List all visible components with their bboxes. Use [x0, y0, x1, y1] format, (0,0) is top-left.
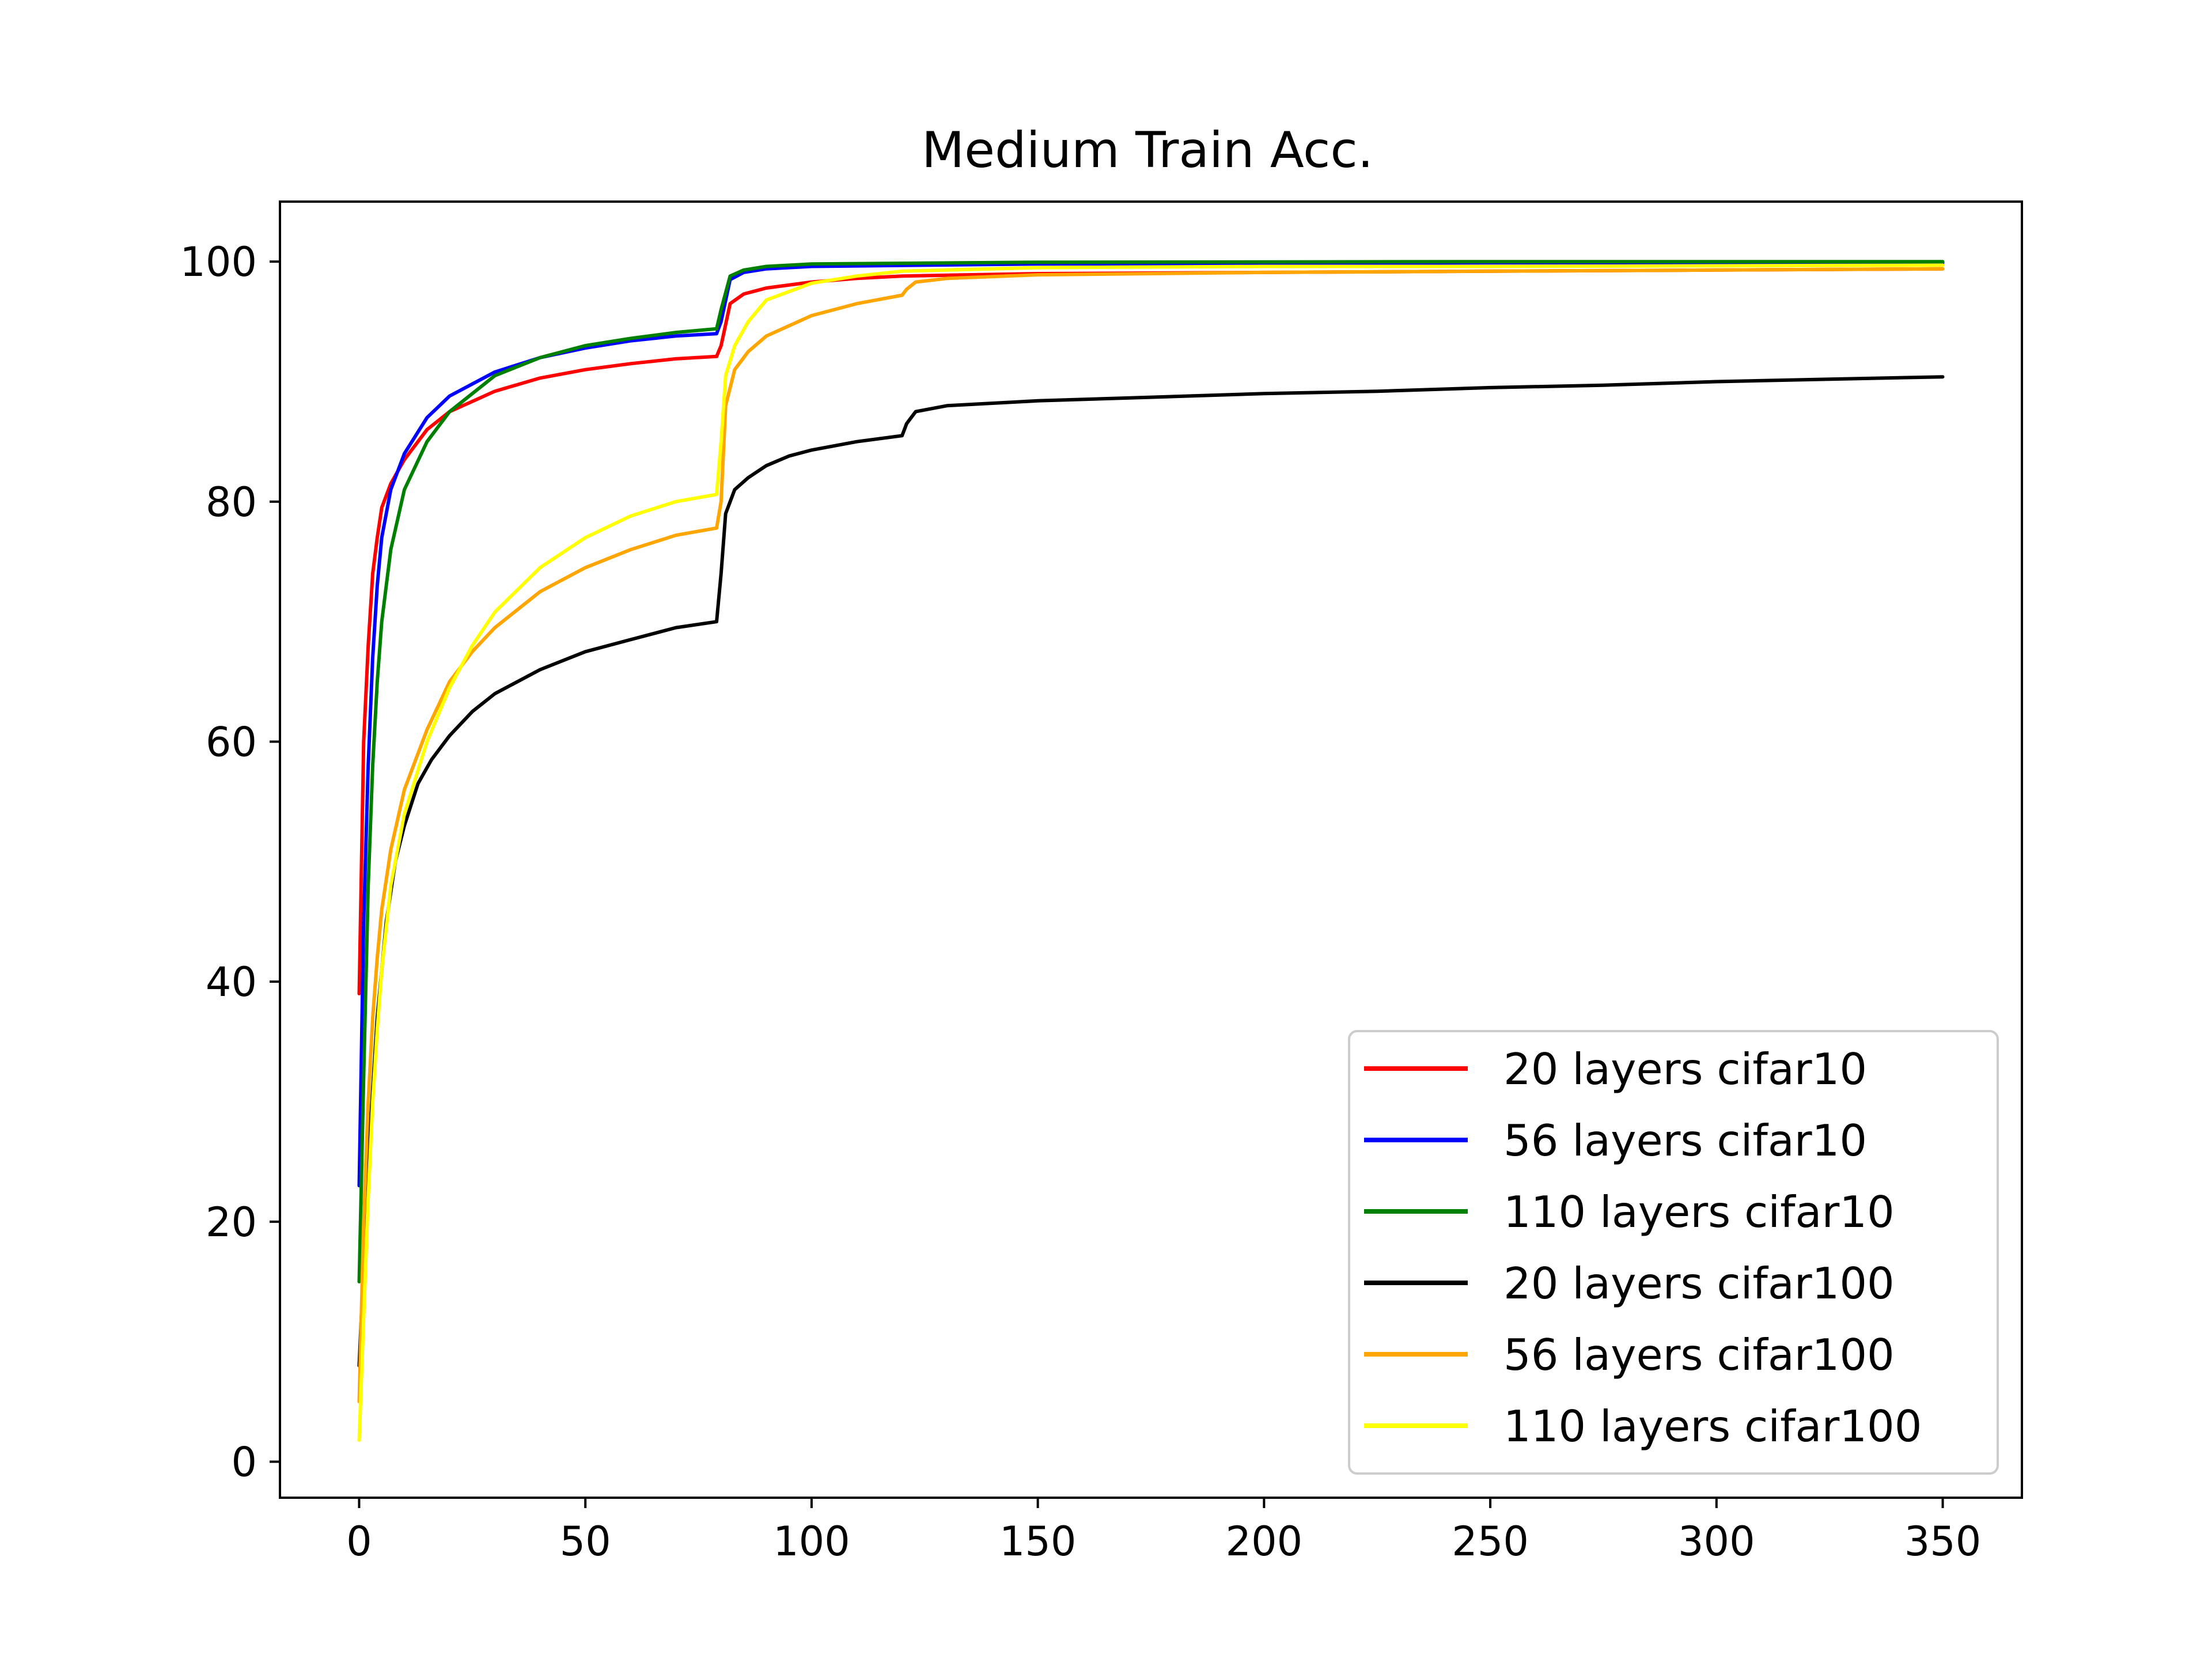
y-tick-label: 20 — [206, 1199, 257, 1246]
x-axis: 0 50 100 150 200 250 300 350 — [346, 1498, 1981, 1565]
legend-label: 20 layers cifar10 — [1503, 1044, 1867, 1094]
y-tick-label: 100 — [180, 238, 257, 286]
y-axis: 0 20 40 60 80 100 — [180, 238, 280, 1486]
series-line-3 — [357, 375, 1945, 1368]
y-tick-label: 80 — [206, 479, 257, 526]
y-tick-label: 60 — [206, 719, 257, 766]
y-tick-label: 0 — [231, 1439, 257, 1486]
x-tick-label: 0 — [346, 1518, 372, 1565]
x-tick-label: 150 — [999, 1518, 1077, 1565]
legend-label: 20 layers cifar100 — [1503, 1258, 1895, 1309]
x-tick-label: 300 — [1678, 1518, 1755, 1565]
legend-label: 56 layers cifar10 — [1503, 1115, 1867, 1166]
series-line-0 — [357, 267, 1945, 995]
x-tick-label: 350 — [1904, 1518, 1982, 1565]
x-tick-label: 100 — [773, 1518, 850, 1565]
x-tick-label: 200 — [1226, 1518, 1303, 1565]
legend-label: 56 layers cifar100 — [1503, 1330, 1895, 1380]
series-line-2 — [357, 260, 1945, 1283]
legend: 20 layers cifar10 56 layers cifar10 110 la… — [1348, 1030, 1999, 1475]
series-line-5 — [357, 263, 1945, 1442]
series-lines — [357, 260, 1945, 1442]
plot-frame — [279, 200, 2023, 1499]
chart-title: Medium Train Acc. — [922, 122, 1373, 179]
x-tick-label: 50 — [560, 1518, 611, 1565]
series-line-4 — [357, 267, 1945, 1404]
y-tick-label: 40 — [206, 959, 257, 1006]
x-tick-label: 250 — [1452, 1518, 1529, 1565]
legend-label: 110 layers cifar10 — [1503, 1187, 1895, 1237]
legend-label: 110 layers cifar100 — [1503, 1401, 1922, 1452]
series-line-1 — [357, 261, 1945, 1188]
legend-box — [1348, 1030, 1999, 1475]
